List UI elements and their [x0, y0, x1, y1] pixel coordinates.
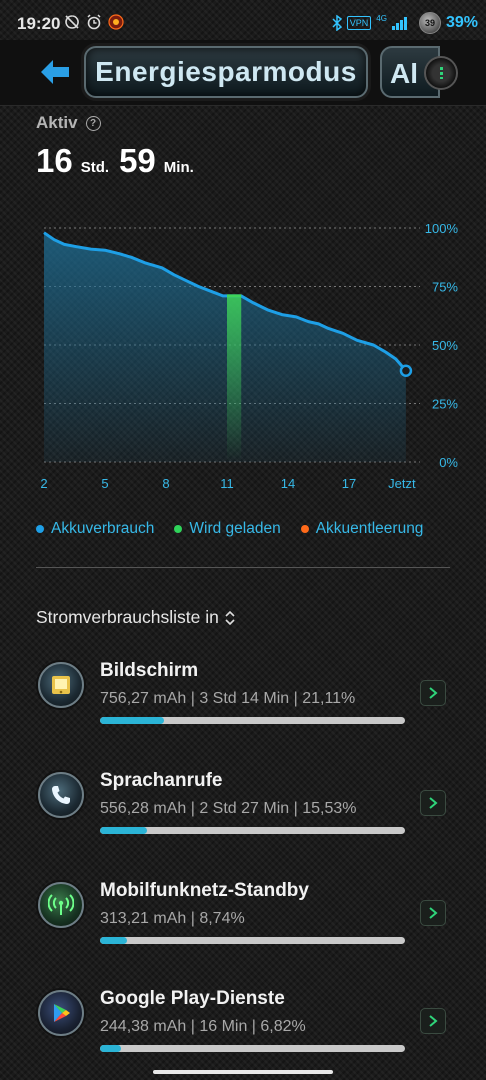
list-item[interactable]: Google Play-Dienste 244,38 mAh | 16 Min … [0, 988, 486, 1080]
sort-arrows-icon [225, 610, 235, 625]
status-icons-left [64, 14, 124, 30]
usage-line [43, 231, 408, 372]
x-tick-label: 5 [101, 476, 108, 491]
signal-icon [391, 17, 407, 30]
current-point [399, 364, 413, 377]
duration-minutes-unit: Min. [163, 159, 194, 176]
duration-hours: 16 [36, 142, 73, 179]
network-type: 4G [376, 13, 387, 23]
help-icon[interactable]: ? [85, 115, 101, 131]
item-stats: 556,28 mAh | 2 Std 27 Min | 15,53% [100, 800, 357, 817]
list-item[interactable]: Bildschirm 756,27 mAh | 3 Std 14 Min | 2… [0, 660, 486, 760]
legend-label-charging: Wird geladen [189, 520, 281, 537]
battery-chart: 100% 75% 50% 25% 0% 2 5 8 11 14 17 Jetzt [40, 221, 459, 491]
status-time: 19:20 [17, 14, 61, 33]
back-arrow-icon[interactable] [38, 56, 72, 88]
page-title: Energiesparmodus [95, 56, 357, 87]
chevron-right-icon[interactable] [420, 1008, 446, 1034]
y-tick-label: 100% [425, 221, 459, 236]
x-tick-label: 17 [342, 476, 356, 491]
usage-list-sort[interactable]: Stromverbrauchsliste in [36, 607, 235, 628]
y-tick-label: 75% [432, 280, 458, 295]
chevron-right-icon[interactable] [420, 900, 446, 926]
item-name: Google Play-Dienste [100, 988, 285, 1009]
legend-label-usage: Akkuverbrauch [51, 520, 155, 537]
chevron-right-icon[interactable] [420, 790, 446, 816]
list-item[interactable]: Sprachanrufe 556,28 mAh | 2 Std 27 Min |… [0, 770, 486, 870]
legend-item-usage: Akkuverbrauch [36, 520, 154, 538]
more-vert-icon [439, 67, 443, 79]
legend-dot-usage [36, 525, 44, 533]
usage-bar [100, 827, 405, 834]
x-tick-label: 8 [162, 476, 169, 491]
usage-bar [100, 937, 405, 944]
battery-percent: 39% [445, 14, 478, 31]
more-options-button[interactable] [424, 56, 458, 90]
home-indicator[interactable] [153, 1070, 333, 1074]
active-section-label: Aktiv ? [36, 113, 101, 133]
duration-minutes: 59 [119, 142, 156, 179]
charging-band [227, 295, 242, 462]
usage-bar-fill [100, 717, 165, 724]
usage-list-header: Stromverbrauchsliste in [36, 607, 219, 627]
x-tick-label: Jetzt [388, 476, 416, 491]
bluetooth-icon [332, 15, 342, 31]
item-name: Mobilfunknetz-Standby [100, 880, 309, 901]
next-tab[interactable]: Al [380, 46, 440, 98]
usage-bar-fill [100, 827, 148, 834]
item-stats: 313,21 mAh | 8,74% [100, 910, 245, 927]
x-tick-label: 14 [281, 476, 295, 491]
x-tick-label: 11 [220, 476, 234, 491]
item-stats: 244,38 mAh | 16 Min | 6,82% [100, 1018, 306, 1035]
screen-icon [38, 662, 84, 708]
usage-bar-fill [100, 937, 127, 944]
legend-dot-drain [300, 525, 309, 533]
alarm-icon [87, 14, 101, 30]
app-bar: Energiesparmodus Al [0, 40, 486, 106]
status-icons-right: VPN 4G 39 39% [332, 12, 478, 34]
active-duration: 16 Std. 59 Min. [36, 142, 204, 180]
item-name: Sprachanrufe [100, 770, 223, 791]
status-bar: 19:20 VPN 4G 39 39% [0, 0, 486, 40]
page-title-tab: Energiesparmodus [84, 46, 368, 98]
phone-icon [38, 772, 84, 818]
usage-area [44, 232, 406, 462]
duration-hours-unit: Std. [80, 159, 110, 176]
usage-bar [100, 1045, 405, 1052]
chart-legend: Akkuverbrauch Wird geladen Akkuentleerun… [36, 520, 423, 538]
usage-bar-fill [100, 1045, 121, 1052]
legend-dot-charging [174, 525, 183, 533]
app-notification-icon [108, 14, 124, 30]
next-tab-label: Al [390, 58, 418, 89]
active-label: Aktiv [36, 113, 78, 132]
antenna-icon [38, 882, 84, 928]
legend-item-drain: Akkuentleerung [300, 520, 424, 538]
usage-bar [100, 717, 405, 724]
y-tick-label: 25% [432, 397, 458, 412]
legend-label-drain: Akkuentleerung [315, 520, 424, 537]
divider [36, 567, 450, 568]
item-name: Bildschirm [100, 660, 199, 681]
battery-icon: 39 [418, 12, 441, 34]
legend-item-charging: Wird geladen [174, 520, 281, 538]
y-tick-label: 0% [439, 455, 458, 470]
x-tick-label: 2 [40, 476, 47, 491]
y-tick-label: 50% [432, 338, 458, 353]
do-not-disturb-icon [65, 15, 79, 29]
vpn-badge: VPN [346, 16, 372, 30]
chevron-right-icon[interactable] [420, 680, 446, 706]
item-stats: 756,27 mAh | 3 Std 14 Min | 21,11% [100, 690, 356, 707]
play-icon [38, 990, 84, 1036]
list-item[interactable]: Mobilfunknetz-Standby 313,21 mAh | 8,74% [0, 880, 486, 980]
